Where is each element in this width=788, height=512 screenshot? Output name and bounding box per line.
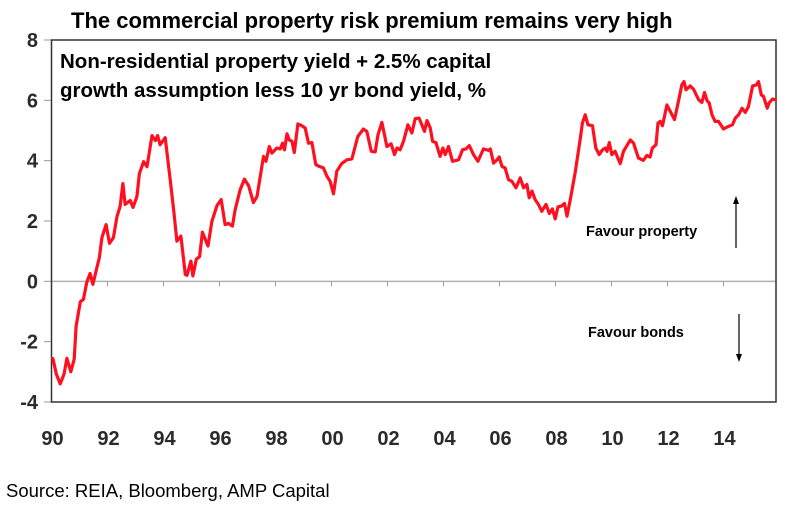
y-tick-label: -4 [20,392,39,414]
chart-subtitle-line-1: Non-residential property yield + 2.5% ca… [60,50,491,73]
chart-subtitle-line-2: growth assumption less 10 yr bond yield,… [60,79,486,102]
x-tick-label: 08 [545,428,567,450]
x-tick-label: 00 [321,428,343,450]
arrow-up-icon [733,196,739,248]
source-note: Source: REIA, Bloomberg, AMP Capital [6,480,330,501]
x-tick-label: 10 [601,428,623,450]
x-tick-label: 14 [713,428,736,450]
x-tick-label: 90 [41,428,63,450]
x-tick-label: 04 [433,428,456,450]
y-tick-label: 2 [27,211,38,233]
plot-area-frame [50,39,777,403]
x-tick-label: 02 [377,428,399,450]
arrow-down-icon [736,314,742,362]
x-tick-label: 06 [489,428,511,450]
y-tick-label: 0 [27,271,38,293]
x-tick-label: 96 [209,428,231,450]
y-tick-label: 4 [27,151,39,173]
x-tick-label: 12 [657,428,679,450]
x-axis: 90 92 94 96 98 00 02 04 06 08 10 12 14 [41,281,736,450]
y-tick-label: 8 [27,30,38,52]
chart-title: The commercial property risk premium rem… [71,8,673,33]
y-axis: -4 -2 0 2 4 6 8 [20,30,52,414]
annotation-favour-bonds: Favour bonds [588,325,684,341]
annotation-favour-property: Favour property [586,224,697,240]
x-tick-label: 92 [97,428,119,450]
y-tick-label: 6 [27,90,38,112]
x-tick-label: 98 [265,428,287,450]
series-line-risk-premium [51,80,777,386]
x-tick-label: 94 [153,428,176,450]
y-tick-label: -2 [20,332,38,354]
